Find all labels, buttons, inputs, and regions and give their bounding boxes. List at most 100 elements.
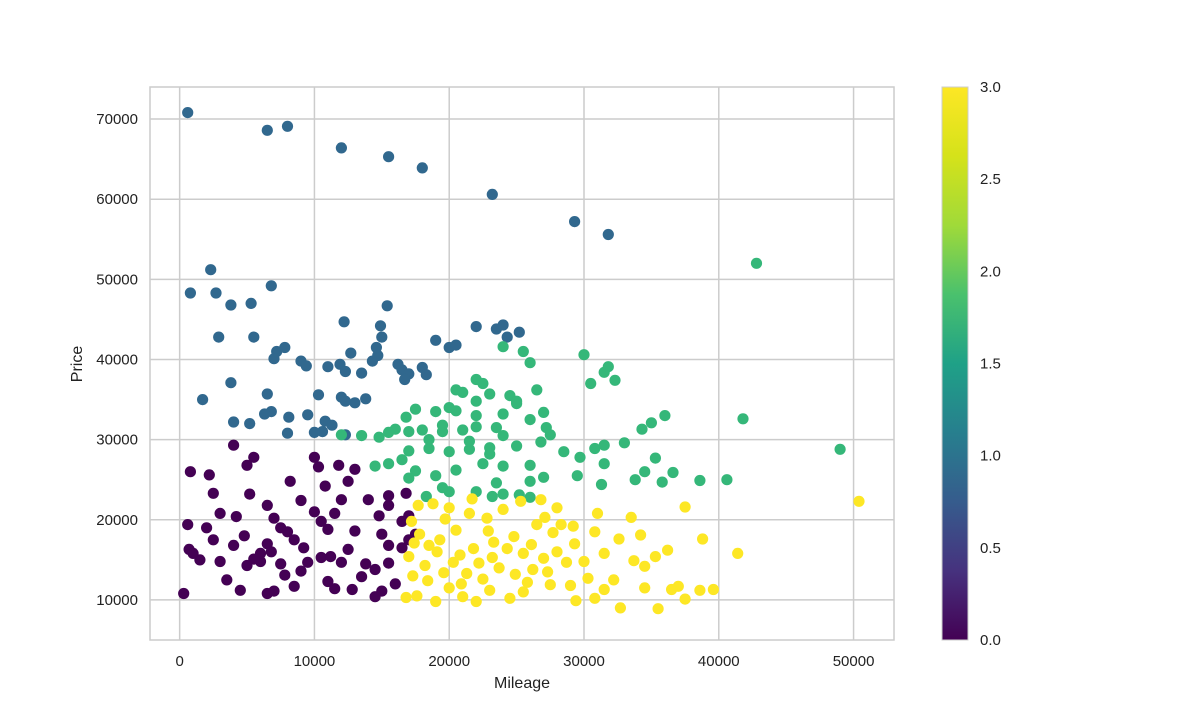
data-point-cluster-1 — [501, 331, 513, 343]
data-point-cluster-2 — [649, 452, 662, 464]
data-point-cluster-3 — [707, 583, 720, 596]
data-point-cluster-2 — [463, 435, 475, 447]
data-point-cluster-2 — [538, 471, 550, 483]
data-point-cluster-3 — [542, 566, 554, 578]
data-point-cluster-3 — [853, 495, 865, 507]
data-point-cluster-1 — [360, 393, 372, 405]
data-point-cluster-3 — [501, 543, 513, 555]
data-point-cluster-3 — [570, 595, 582, 607]
data-point-cluster-3 — [443, 582, 455, 594]
data-point-cluster-3 — [694, 584, 706, 596]
data-point-cluster-0 — [261, 499, 273, 511]
data-point-cluster-3 — [551, 546, 563, 558]
data-point-cluster-0 — [383, 539, 395, 552]
data-point-cluster-3 — [481, 512, 493, 524]
data-point-cluster-1 — [399, 373, 411, 386]
data-point-cluster-2 — [484, 448, 496, 460]
data-point-cluster-1 — [302, 409, 314, 421]
data-point-cluster-3 — [454, 549, 466, 561]
colorbar-tick-label: 1.0 — [980, 448, 1001, 465]
data-point-cluster-2 — [356, 430, 368, 442]
data-point-cluster-1 — [349, 397, 361, 409]
data-point-cluster-0 — [400, 487, 412, 499]
data-point-cluster-0 — [383, 557, 395, 569]
data-point-cluster-0 — [187, 547, 199, 560]
data-point-cluster-1 — [420, 369, 432, 381]
data-point-cluster-2 — [598, 439, 610, 451]
data-point-cluster-0 — [207, 534, 219, 546]
data-point-cluster-1 — [312, 389, 325, 401]
data-point-cluster-0 — [288, 534, 300, 546]
data-point-cluster-1 — [225, 377, 237, 389]
x-tick-label: 20000 — [428, 653, 470, 670]
data-point-cluster-3 — [447, 556, 459, 568]
data-point-cluster-2 — [589, 442, 601, 455]
data-point-cluster-3 — [488, 536, 500, 548]
data-point-cluster-2 — [403, 426, 415, 438]
data-point-cluster-2 — [834, 443, 846, 455]
data-point-cluster-0 — [349, 525, 361, 537]
data-point-cluster-3 — [560, 556, 573, 568]
data-point-cluster-3 — [525, 539, 538, 551]
data-point-cluster-3 — [455, 578, 467, 590]
data-point-cluster-2 — [721, 474, 733, 486]
data-point-cluster-3 — [639, 560, 651, 572]
data-point-cluster-3 — [517, 586, 529, 598]
data-point-cluster-0 — [178, 587, 190, 600]
data-point-cluster-3 — [569, 538, 581, 550]
data-point-cluster-2 — [602, 361, 614, 373]
data-point-cluster-3 — [635, 529, 647, 541]
data-point-cluster-2 — [436, 482, 449, 494]
data-point-cluster-2 — [667, 466, 679, 479]
data-point-cluster-3 — [598, 547, 610, 560]
data-point-cluster-3 — [625, 511, 637, 523]
data-point-cluster-1 — [339, 395, 351, 407]
data-point-cluster-3 — [628, 555, 640, 567]
data-point-cluster-2 — [396, 454, 408, 466]
data-point-cluster-0 — [298, 542, 310, 554]
data-point-cluster-3 — [598, 583, 610, 596]
data-point-cluster-0 — [275, 558, 287, 570]
y-tick-label: 30000 — [96, 432, 138, 449]
data-point-cluster-0 — [248, 553, 260, 565]
data-point-cluster-2 — [497, 430, 509, 442]
data-point-cluster-3 — [508, 531, 520, 543]
data-point-cluster-3 — [567, 520, 579, 532]
data-point-cluster-2 — [400, 411, 412, 423]
data-point-cluster-2 — [538, 406, 550, 418]
data-point-cluster-0 — [373, 510, 385, 522]
data-point-cluster-0 — [315, 551, 327, 564]
data-point-cluster-0 — [329, 583, 341, 595]
data-point-cluster-3 — [578, 555, 590, 568]
data-point-cluster-2 — [574, 451, 586, 463]
data-point-cluster-2 — [423, 442, 435, 455]
data-point-cluster-0 — [228, 439, 240, 451]
x-tick-labels: 0 10000 20000 30000 40000 50000 — [175, 653, 874, 670]
data-point-cluster-1 — [335, 142, 347, 154]
data-point-cluster-3 — [414, 528, 426, 540]
data-point-cluster-2 — [510, 440, 523, 452]
data-point-cluster-2 — [524, 414, 536, 426]
data-point-cluster-0 — [349, 463, 361, 475]
data-point-cluster-3 — [431, 546, 443, 558]
data-point-cluster-2 — [470, 421, 482, 433]
data-point-cluster-3 — [608, 574, 620, 586]
data-point-cluster-3 — [551, 502, 563, 514]
data-point-cluster-3 — [439, 513, 451, 525]
y-tick-label: 70000 — [96, 111, 138, 128]
colorbar-tick-labels: 0.0 0.5 1.0 1.5 2.0 2.5 3.0 — [980, 79, 1001, 649]
data-point-cluster-1 — [281, 120, 294, 132]
data-point-cluster-1 — [470, 321, 482, 333]
data-point-cluster-3 — [427, 498, 439, 510]
data-point-cluster-1 — [339, 365, 351, 378]
data-point-cluster-0 — [376, 528, 388, 540]
data-point-cluster-3 — [662, 544, 674, 556]
data-point-cluster-2 — [618, 437, 631, 449]
data-point-cluster-3 — [443, 502, 455, 514]
y-tick-label: 40000 — [96, 351, 138, 368]
data-point-cluster-1 — [225, 299, 237, 311]
data-point-cluster-0 — [248, 451, 260, 463]
x-axis-label: Mileage — [494, 675, 550, 692]
data-point-cluster-2 — [369, 460, 381, 472]
data-point-cluster-3 — [531, 519, 543, 531]
